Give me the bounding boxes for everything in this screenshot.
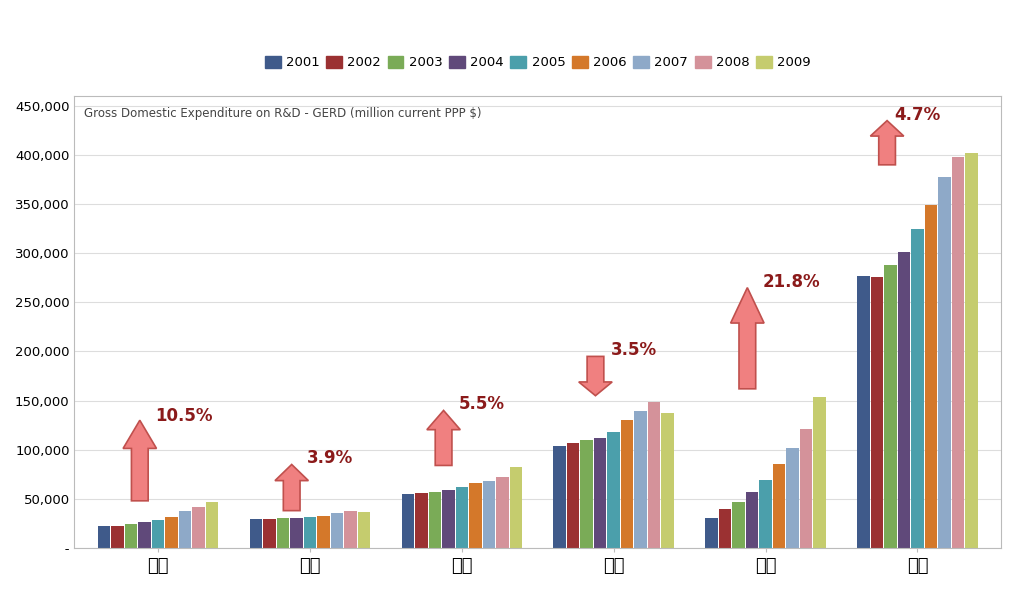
Bar (898, 252, 910, 548)
Bar (401, 494, 415, 548)
Bar (151, 520, 165, 548)
Bar (800, 429, 813, 548)
Polygon shape (871, 120, 904, 165)
Bar (938, 177, 951, 548)
Bar (952, 157, 964, 548)
Bar (192, 507, 205, 548)
Bar (138, 522, 150, 548)
Bar (344, 511, 357, 548)
Bar (661, 413, 674, 548)
Bar (965, 153, 977, 548)
Bar (179, 511, 191, 548)
Bar (496, 477, 509, 548)
Bar (648, 402, 660, 548)
Bar (250, 519, 262, 548)
Polygon shape (275, 464, 309, 510)
Bar (786, 448, 799, 548)
Bar (733, 502, 745, 548)
Bar (634, 411, 647, 548)
Bar (510, 467, 522, 548)
Bar (567, 442, 579, 548)
Polygon shape (427, 411, 460, 466)
Text: 21.8%: 21.8% (763, 273, 820, 290)
Bar (925, 205, 937, 548)
Bar (166, 517, 178, 548)
Text: 4.7%: 4.7% (895, 106, 941, 123)
Bar (608, 432, 620, 548)
Text: 3.5%: 3.5% (611, 342, 656, 359)
Bar (469, 483, 482, 548)
Bar (759, 480, 772, 548)
Bar (206, 502, 218, 548)
Bar (358, 512, 370, 548)
Bar (263, 519, 275, 548)
Text: 10.5%: 10.5% (155, 407, 212, 425)
Polygon shape (123, 420, 156, 501)
Text: 5.5%: 5.5% (459, 395, 505, 414)
Bar (304, 517, 316, 548)
Bar (291, 518, 303, 548)
Bar (884, 265, 897, 548)
Bar (773, 464, 785, 548)
Text: 3.9%: 3.9% (307, 450, 354, 467)
Bar (813, 396, 826, 548)
Bar (330, 513, 343, 548)
Text: Gross Domestic Expenditure on R&D - GERD (million current PPP $): Gross Domestic Expenditure on R&D - GERD… (83, 107, 482, 120)
Bar (911, 229, 924, 548)
Bar (871, 277, 883, 548)
Legend: 2001, 2002, 2003, 2004, 2005, 2006, 2007, 2008, 2009: 2001, 2002, 2003, 2004, 2005, 2006, 2007… (259, 51, 816, 75)
Bar (594, 438, 607, 548)
Bar (746, 492, 758, 548)
Bar (98, 526, 111, 548)
Bar (718, 509, 732, 548)
Bar (483, 481, 495, 548)
Bar (580, 440, 593, 548)
Bar (858, 276, 870, 548)
Bar (705, 518, 718, 548)
Bar (415, 493, 428, 548)
Bar (111, 526, 124, 548)
Bar (621, 419, 633, 548)
Bar (276, 518, 290, 548)
Bar (317, 516, 329, 548)
Bar (455, 487, 468, 548)
Bar (125, 525, 137, 548)
Polygon shape (579, 356, 613, 396)
Bar (442, 490, 454, 548)
Polygon shape (731, 287, 764, 389)
Bar (429, 491, 441, 548)
Bar (554, 446, 566, 548)
